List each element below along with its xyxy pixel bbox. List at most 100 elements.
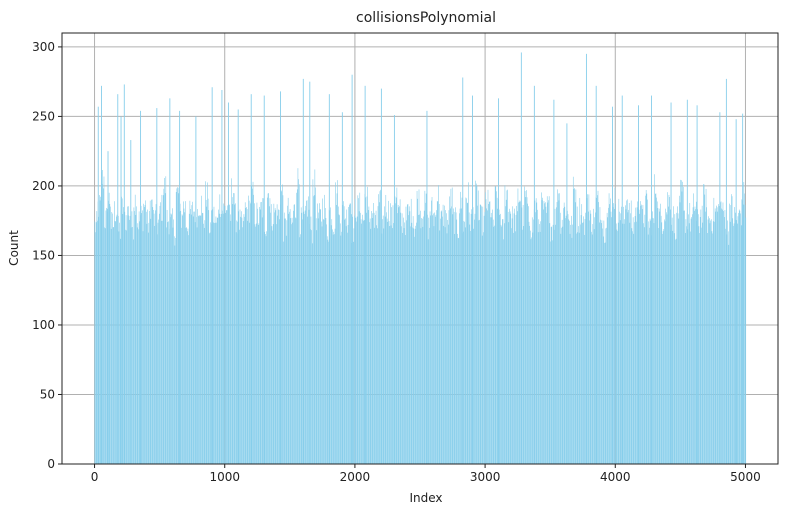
bar — [516, 211, 518, 464]
bar — [657, 208, 659, 464]
bar — [295, 218, 297, 464]
bar — [185, 227, 187, 464]
bar-spike — [123, 84, 125, 465]
bar — [392, 228, 393, 464]
bar — [685, 219, 687, 464]
bar — [692, 207, 694, 465]
bar-spike — [130, 140, 132, 464]
bar — [166, 227, 167, 464]
bar — [341, 231, 342, 464]
bar — [395, 203, 396, 465]
bar — [315, 187, 316, 464]
bar — [720, 202, 721, 464]
bar-spike — [341, 112, 343, 465]
bar — [412, 216, 414, 464]
bar — [364, 220, 365, 464]
bar — [289, 211, 290, 464]
bar — [190, 214, 192, 464]
bar — [142, 210, 143, 464]
bar — [405, 235, 406, 464]
bar — [574, 202, 576, 464]
bar — [481, 206, 482, 464]
bar — [565, 215, 567, 464]
bar — [305, 205, 307, 464]
bar — [597, 195, 598, 465]
bar — [583, 216, 584, 464]
bar — [436, 210, 437, 464]
bar — [625, 209, 627, 464]
bar — [414, 228, 416, 464]
bar — [459, 213, 460, 464]
bar — [469, 224, 471, 464]
bar — [302, 219, 303, 464]
bar — [125, 229, 126, 464]
bar — [288, 213, 290, 464]
bar-spike — [250, 94, 252, 464]
bar — [216, 222, 217, 464]
bar — [561, 219, 563, 464]
bar — [604, 242, 605, 464]
bar — [108, 192, 110, 465]
bar — [319, 203, 320, 464]
bar — [138, 229, 139, 464]
bar-spike — [612, 106, 613, 464]
bar-spike — [169, 98, 171, 465]
bar — [614, 187, 616, 464]
bar — [199, 215, 200, 464]
bar — [365, 197, 366, 464]
bar — [427, 239, 429, 464]
bar — [622, 223, 624, 464]
bar — [375, 215, 376, 464]
bar — [655, 193, 657, 464]
bar — [611, 217, 612, 464]
bar — [436, 201, 438, 464]
bar — [477, 205, 478, 464]
bar — [218, 213, 220, 464]
bar — [192, 201, 193, 464]
bar — [666, 212, 667, 464]
bar — [546, 212, 547, 464]
bar — [197, 209, 198, 464]
bar — [422, 226, 424, 464]
bar — [684, 232, 686, 464]
bar — [153, 213, 155, 464]
bar — [241, 217, 243, 464]
bar — [380, 189, 381, 464]
bar — [172, 227, 174, 464]
bar — [451, 206, 452, 464]
bar — [565, 218, 566, 464]
bar — [634, 216, 636, 464]
bar — [496, 197, 498, 464]
bar — [432, 215, 433, 464]
bar — [184, 212, 185, 464]
bar — [95, 222, 97, 464]
bar — [440, 218, 441, 464]
bar — [576, 206, 578, 464]
bar — [300, 234, 301, 464]
bar — [474, 213, 476, 464]
bar — [686, 226, 687, 464]
bar — [438, 204, 440, 465]
bar-spike — [309, 81, 311, 465]
bar — [488, 201, 490, 465]
bar — [207, 198, 209, 464]
bar — [309, 229, 311, 464]
bar — [129, 215, 131, 464]
bar — [513, 213, 515, 464]
bar — [741, 199, 743, 465]
bar — [205, 199, 207, 464]
bar — [529, 225, 530, 464]
bar — [361, 223, 363, 464]
bar — [649, 218, 651, 464]
bar — [500, 224, 502, 464]
bar — [189, 200, 191, 465]
bar — [371, 211, 372, 464]
bar — [499, 214, 501, 464]
bar — [199, 215, 201, 464]
bar — [127, 215, 129, 464]
bar — [337, 206, 339, 465]
bar — [129, 219, 130, 464]
bar — [707, 233, 708, 464]
bar — [397, 204, 399, 464]
